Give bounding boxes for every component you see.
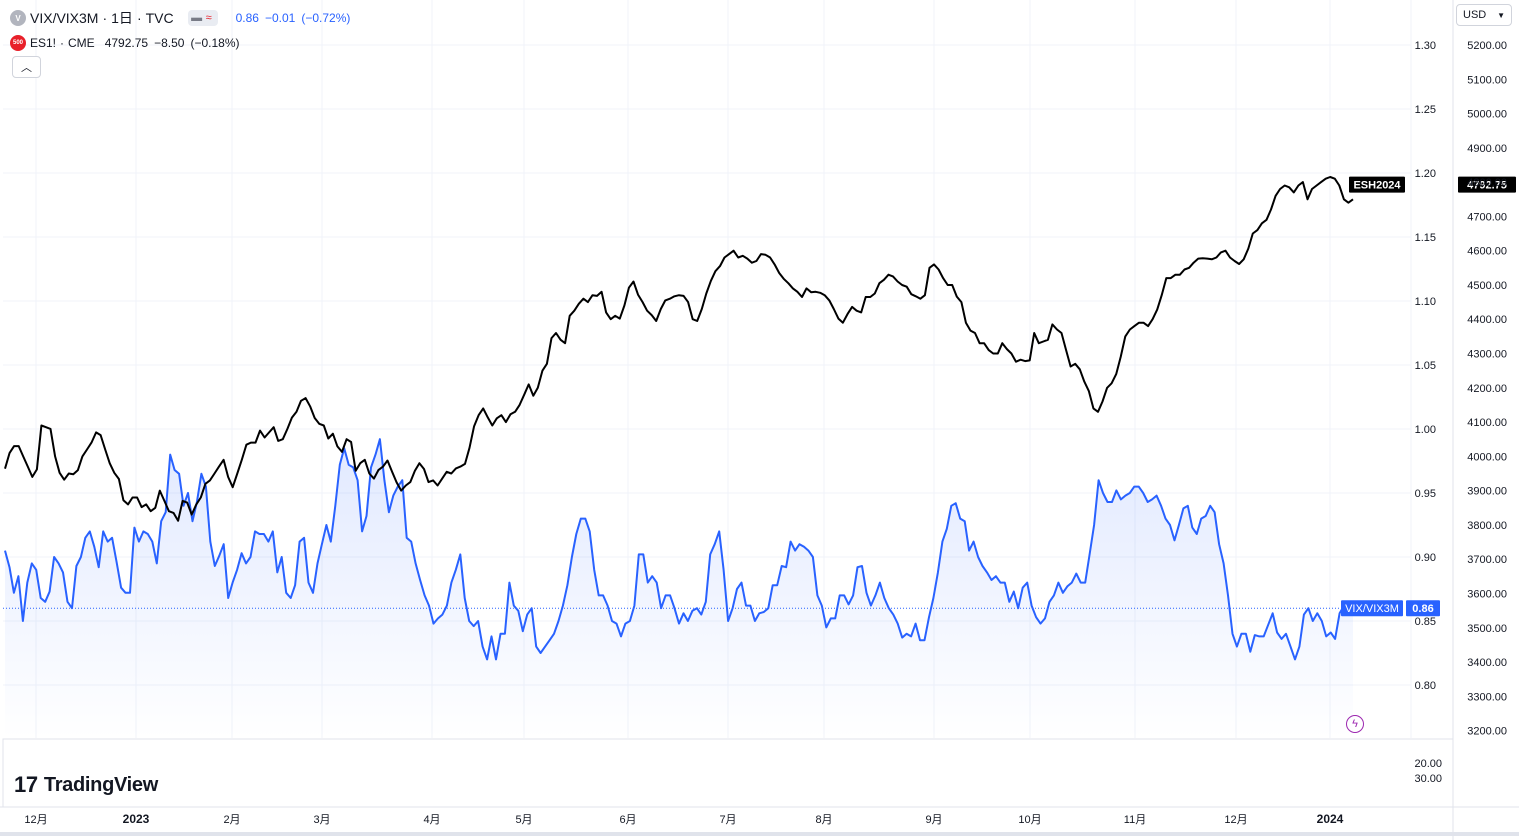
right-tick-label: 4000.00	[1467, 451, 1507, 463]
left-tick-label: 1.10	[1415, 296, 1436, 308]
es-name-label-bg	[1349, 176, 1405, 193]
vix-value-label: 0.86	[1412, 603, 1433, 615]
x-tick-label: 2023	[123, 812, 150, 826]
right-tick-label: 3500.00	[1467, 623, 1507, 635]
right-tick-label: 3200.00	[1467, 726, 1507, 738]
x-tick-label: 8月	[815, 814, 832, 826]
x-tick-label: 9月	[925, 814, 942, 826]
sub-pane-tick-label: 30.00	[1414, 773, 1442, 785]
right-tick-label: 4300.00	[1467, 349, 1507, 361]
es-series-line	[4, 176, 1354, 522]
vix-last-value: 0.86	[235, 11, 259, 25]
right-tick-label: 3800.00	[1467, 520, 1507, 532]
sub-pane	[2, 738, 1454, 808]
currency-button[interactable]: USD ▼	[1456, 4, 1512, 26]
left-tick-label: 0.90	[1415, 552, 1436, 564]
x-tick-label: 10月	[1018, 814, 1041, 826]
right-tick-label: 3400.00	[1467, 657, 1507, 669]
vix-symbol-badge: V	[10, 10, 26, 26]
es-value-label: 4792.75	[1467, 180, 1507, 192]
minus-icon[interactable]: ▬	[191, 12, 203, 24]
chevron-up-icon: ︿	[21, 62, 32, 74]
right-tick-label: 5100.00	[1467, 74, 1507, 86]
legend-secondary[interactable]: 500 ES1! · CME 4792.75 −8.50 (−0.18%)	[10, 35, 239, 51]
vix-value-label-bg	[1406, 600, 1440, 617]
x-tick-label: 11月	[1124, 814, 1146, 826]
x-tick-label: 4月	[423, 814, 440, 826]
vix-change-pct: (−0.72%)	[301, 11, 351, 25]
right-tick-label: 3900.00	[1467, 486, 1507, 498]
left-tick-label: 1.25	[1415, 104, 1436, 116]
x-tick-label: 2024	[1317, 812, 1344, 826]
vix-name-label: VIX/VIX3M	[1345, 603, 1399, 615]
x-tick-label: 12月	[1224, 814, 1247, 826]
x-tick-label: 7月	[719, 814, 736, 826]
right-tick-label: 4500.00	[1467, 280, 1507, 292]
x-tick-label: 5月	[515, 814, 532, 826]
es-last-value: 4792.75	[104, 36, 149, 50]
x-tick-label: 3月	[313, 814, 330, 826]
left-tick-label: 1.00	[1415, 424, 1436, 436]
right-tick-label: 3700.00	[1467, 554, 1507, 566]
es-change: −8.50	[154, 36, 185, 50]
vix-symbol[interactable]: VIX/VIX3M	[30, 10, 99, 26]
left-tick-label: 1.30	[1415, 40, 1436, 52]
es-value-label-bg	[1458, 176, 1516, 193]
left-tick-label: 0.95	[1415, 488, 1436, 500]
es-change-pct: (−0.18%)	[190, 36, 240, 50]
left-tick-label: 1.20	[1415, 168, 1436, 180]
lightning-icon[interactable]: ϟ	[1346, 715, 1364, 733]
es-name-label: ESH2024	[1353, 180, 1401, 192]
x-tick-label: 12月	[24, 814, 47, 826]
x-tick-label: 6月	[619, 814, 636, 826]
right-tick-label: 3300.00	[1467, 691, 1507, 703]
left-tick-label: 0.85	[1415, 616, 1436, 628]
wave-icon[interactable]: ≈	[205, 12, 212, 24]
right-tick-label: 4700.00	[1467, 211, 1507, 223]
tv-logo-icon: 17	[14, 772, 38, 797]
es-symbol-badge: 500	[10, 35, 26, 51]
vix-change: −0.01	[264, 11, 296, 25]
es-source: CME	[68, 36, 95, 50]
vix-source: TVC	[145, 10, 174, 26]
right-tick-label: 4100.00	[1467, 417, 1507, 429]
chevron-down-icon: ▼	[1497, 10, 1505, 20]
right-tick-label: 3600.00	[1467, 588, 1507, 600]
left-tick-label: 1.15	[1415, 232, 1436, 244]
right-tick-label: 5000.00	[1467, 109, 1507, 121]
collapse-legend-button[interactable]: ︿	[12, 56, 41, 78]
currency-label: USD	[1463, 9, 1487, 21]
es-symbol[interactable]: ES1!	[30, 36, 57, 50]
series-layer: VIX/VIX3M 0.86 ESH2024 4792.75	[3, 176, 1516, 738]
right-tick-label: 4800.00	[1467, 177, 1507, 189]
axis-layer: 12月 2023 2月 3月 4月 5月 6月 7月 8月 9月 10月 11月 12月 2024 1.30…	[24, 40, 1507, 826]
left-tick-label: 0.80	[1415, 680, 1436, 692]
vix-series-line	[4, 438, 1354, 661]
right-tick-label: 5200.00	[1467, 40, 1507, 52]
series-toggle[interactable]: ▬ ≈	[187, 10, 218, 26]
x-tick-label: 2月	[223, 814, 240, 826]
right-tick-label: 4900.00	[1467, 143, 1507, 155]
legend-primary[interactable]: V VIX/VIX3M · 1日 · TVC ▬ ≈ 0.86 −0.01 (−…	[10, 8, 350, 28]
right-tick-label: 4600.00	[1467, 246, 1507, 258]
vix-area-fill	[5, 439, 1353, 738]
sub-pane-tick-label: 20.00	[1414, 758, 1442, 770]
right-tick-label: 4400.00	[1467, 314, 1507, 326]
vix-name-label-bg	[1341, 600, 1403, 617]
left-tick-label: 1.05	[1415, 360, 1436, 372]
interval-label[interactable]: 1日	[111, 10, 133, 26]
right-tick-label: 4200.00	[1467, 383, 1507, 395]
logo-text: TradingView	[43, 773, 159, 796]
tradingview-logo[interactable]: 17 TradingView	[14, 772, 158, 798]
